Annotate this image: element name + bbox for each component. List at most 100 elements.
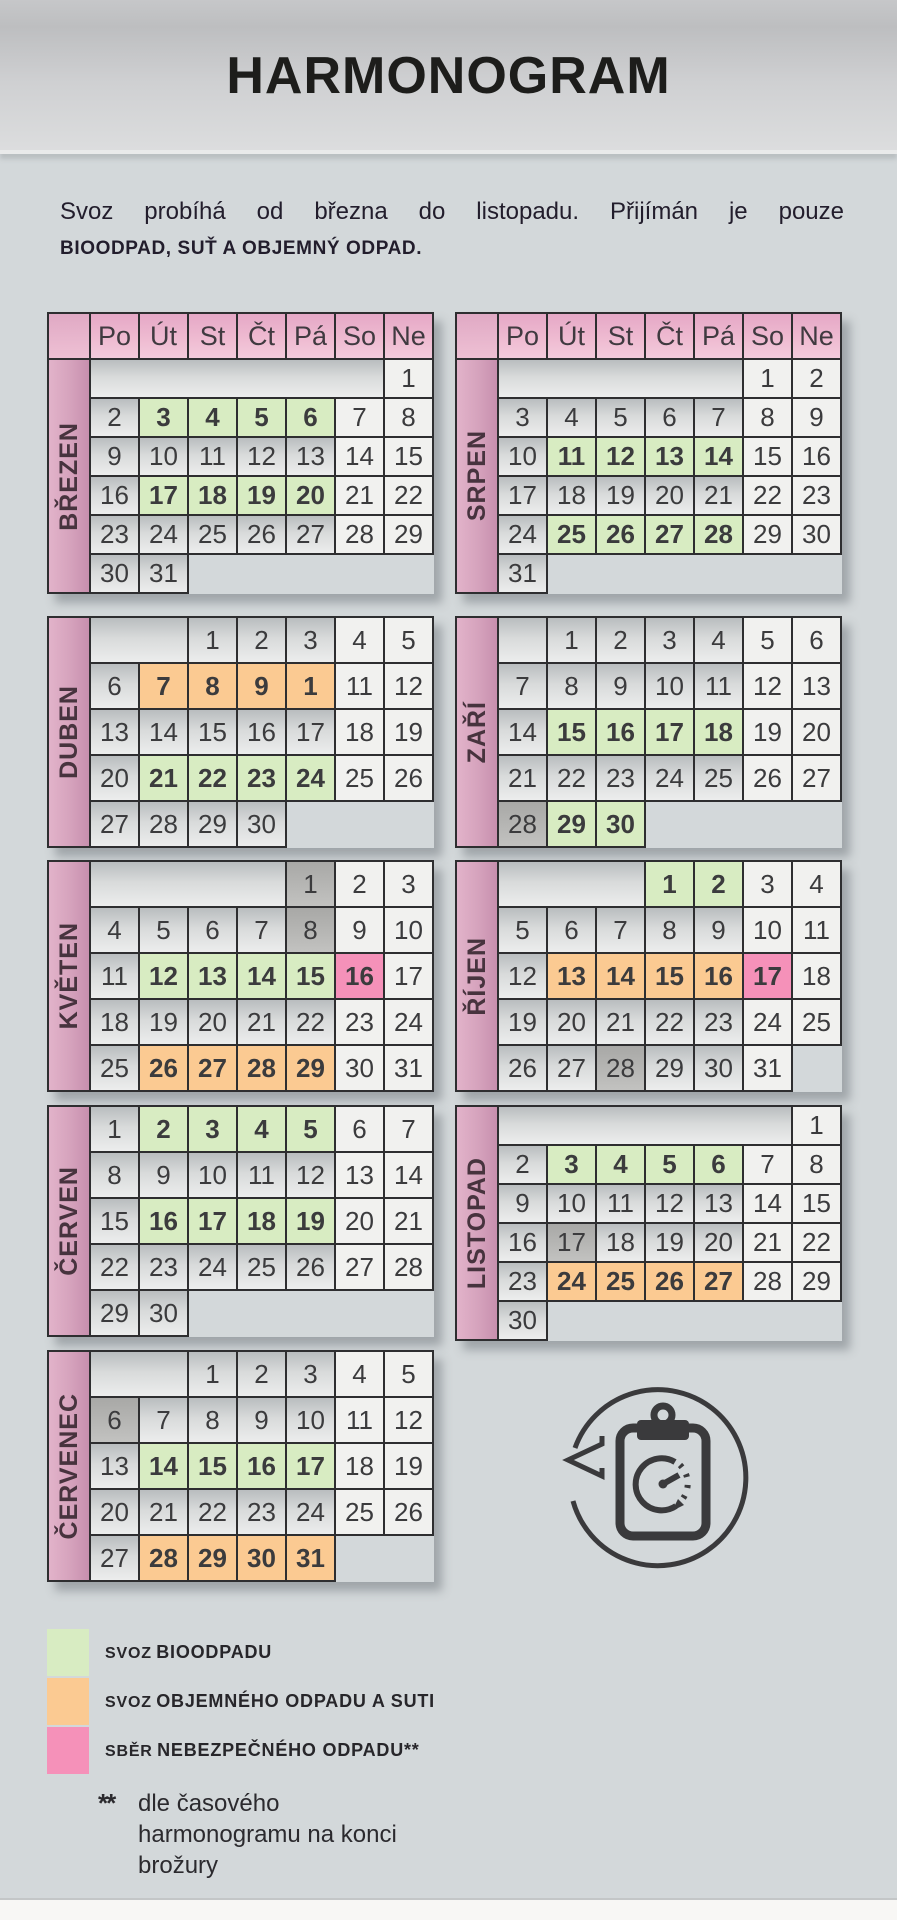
- day-cell: 18: [236, 1197, 287, 1245]
- day-cell: 21: [497, 754, 548, 802]
- day-cell: 26: [595, 514, 646, 555]
- day-cell: 30: [791, 514, 842, 555]
- day-cell: 31: [497, 553, 548, 594]
- day-cell: 13: [285, 436, 336, 477]
- day-cell: 10: [546, 1183, 597, 1224]
- day-cell: 22: [791, 1222, 842, 1263]
- day-cell: 25: [546, 514, 597, 555]
- day-cell: 5: [236, 397, 287, 438]
- day-cell: 26: [742, 754, 793, 802]
- day-cell: 10: [497, 436, 548, 477]
- day-cell: 8: [383, 397, 434, 438]
- day-cell: 19: [497, 998, 548, 1046]
- day-cell: 10: [187, 1151, 238, 1199]
- day-cell: 20: [89, 754, 140, 802]
- month-label: SRPEN: [455, 358, 499, 594]
- month-label-text: ZAŘÍ: [462, 700, 491, 764]
- day-cell: 5: [383, 616, 434, 664]
- day-cell: 29: [383, 514, 434, 555]
- bulky-color-swatch: [47, 1677, 89, 1725]
- day-cell: 23: [334, 998, 385, 1046]
- day-cell: 5: [383, 1350, 434, 1398]
- day-cell: 14: [742, 1183, 793, 1224]
- day-cell: 7: [383, 1105, 434, 1153]
- day-cell: 17: [285, 1442, 336, 1490]
- day-cell: 28: [383, 1243, 434, 1291]
- day-cell: 17: [546, 1222, 597, 1263]
- day-cell: 14: [595, 952, 646, 1000]
- day-cell: 7: [595, 906, 646, 954]
- day-cell: 19: [742, 708, 793, 756]
- day-cell: 26: [138, 1044, 189, 1092]
- day-cell: 18: [546, 475, 597, 516]
- day-cell: 10: [138, 436, 189, 477]
- day-cell: 12: [383, 662, 434, 710]
- day-cell: 1: [187, 1350, 238, 1398]
- day-name-header: Čt: [236, 312, 287, 360]
- day-cell: 27: [693, 1261, 744, 1302]
- month-label-text: ŘÍJEN: [462, 936, 491, 1016]
- day-cell: 20: [89, 1488, 140, 1536]
- day-cell: 17: [383, 952, 434, 1000]
- day-cell: 20: [334, 1197, 385, 1245]
- day-cell: 18: [693, 708, 744, 756]
- day-cell: 18: [595, 1222, 646, 1263]
- day-cell: 30: [236, 1534, 287, 1582]
- month-rijen: ŘÍJEN 1 2 3 4 5 6 7 8 9 10 11 12 13 14 15 16 17 18 19 20 21 22…: [455, 860, 842, 1092]
- legend-bulky-term: OBJEMNÉHO ODPADU A SUTI: [156, 1690, 435, 1711]
- calendar-table-duben: DUBEN 1 2 3 4 5 6 7 8 9 1 11 12 13 14 15 16 17 18 19 20 21 22 2…: [47, 616, 434, 848]
- day-cell: 4: [791, 860, 842, 908]
- bio-color-swatch: [47, 1628, 89, 1676]
- month-label: LISTOPAD: [455, 1105, 499, 1341]
- month-cerven: ČERVEN 1 2 3 4 5 6 7 8 9 10 11 12 13 14 15 16 17 18 19 20 21 2…: [47, 1105, 434, 1337]
- day-cell: 31: [742, 1044, 793, 1092]
- day-cell: 21: [138, 754, 189, 802]
- day-cell: 21: [693, 475, 744, 516]
- day-cell: 26: [644, 1261, 695, 1302]
- day-cell: 1: [644, 860, 695, 908]
- day-cell: 10: [285, 1396, 336, 1444]
- day-cell: 11: [546, 436, 597, 477]
- day-name-header: Pá: [693, 312, 744, 360]
- day-cell: 23: [693, 998, 744, 1046]
- day-cell: 14: [334, 436, 385, 477]
- day-cell: 13: [89, 708, 140, 756]
- month-kveten: KVĚTEN 1 2 3 4 5 6 7 8 9 10 11 12 13 14 15 16 17 18 19 20 21 2…: [47, 860, 434, 1092]
- day-cell: 24: [383, 998, 434, 1046]
- day-cell: 15: [187, 1442, 238, 1490]
- day-cell: 23: [89, 514, 140, 555]
- month-label-text: KVĚTEN: [54, 922, 83, 1030]
- day-cell: 17: [644, 708, 695, 756]
- day-cell: 9: [236, 1396, 287, 1444]
- day-name-header: Ne: [383, 312, 434, 360]
- day-cell: 8: [644, 906, 695, 954]
- day-cell: 15: [644, 952, 695, 1000]
- day-cell: 9: [236, 662, 287, 710]
- day-cell: 22: [187, 1488, 238, 1536]
- day-cell: 31: [285, 1534, 336, 1582]
- day-cell: 2: [693, 860, 744, 908]
- day-cell: 24: [497, 514, 548, 555]
- day-cell: 19: [644, 1222, 695, 1263]
- day-cell: 2: [791, 358, 842, 399]
- day-cell: 14: [383, 1151, 434, 1199]
- day-cell: 13: [693, 1183, 744, 1224]
- day-cell: 18: [791, 952, 842, 1000]
- day-cell: 30: [693, 1044, 744, 1092]
- month-label: ŘÍJEN: [455, 860, 499, 1092]
- month-label: ČERVENEC: [47, 1350, 91, 1582]
- day-cell: 11: [334, 1396, 385, 1444]
- day-name-header: Pá: [285, 312, 336, 360]
- day-cell: 29: [285, 1044, 336, 1092]
- day-cell: 16: [236, 1442, 287, 1490]
- day-cell: 3: [138, 397, 189, 438]
- footnote-text: dle časového harmonogramu na konci brožu…: [138, 1790, 397, 1880]
- day-cell: 27: [546, 1044, 597, 1092]
- day-cell: 28: [595, 1044, 646, 1092]
- day-cell: 19: [595, 475, 646, 516]
- day-cell: 17: [497, 475, 548, 516]
- day-cell: 22: [644, 998, 695, 1046]
- day-cell: 12: [383, 1396, 434, 1444]
- day-cell: 9: [89, 436, 140, 477]
- day-cell: 9: [138, 1151, 189, 1199]
